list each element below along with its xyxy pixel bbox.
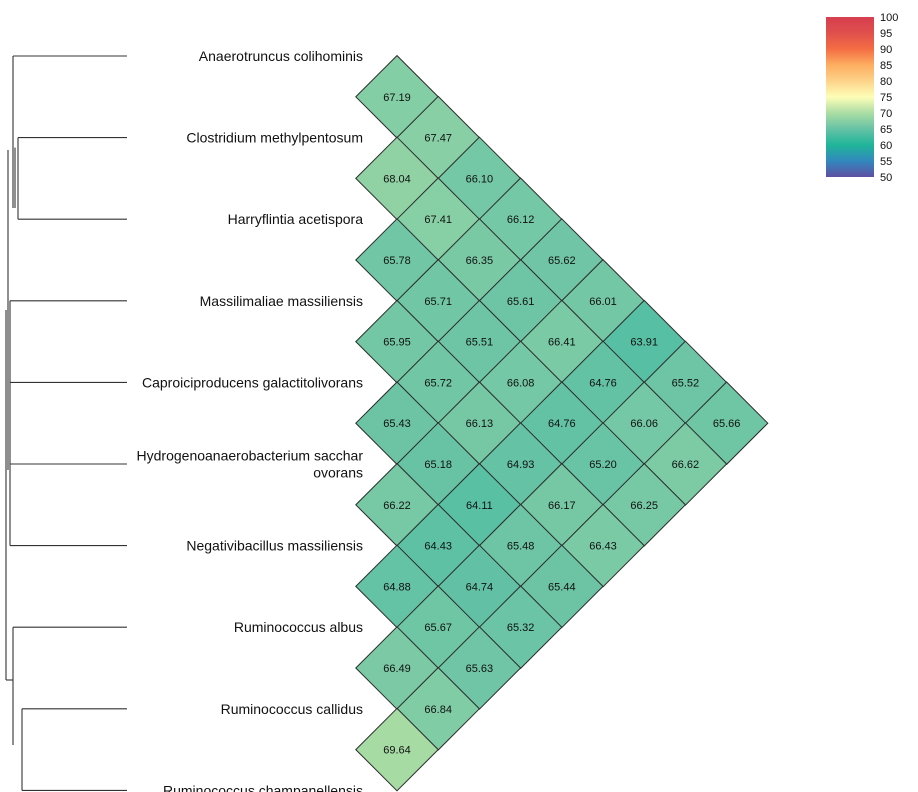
colorbar-tick-label: 50 bbox=[880, 172, 892, 184]
cell-value-label: 66.08 bbox=[507, 377, 535, 389]
cell-value-label: 67.19 bbox=[383, 92, 411, 104]
colorbar-tick-label: 85 bbox=[880, 60, 892, 72]
cell-value-label: 64.93 bbox=[507, 459, 535, 471]
cell-value-label: 65.63 bbox=[466, 663, 494, 675]
colorbar-tick-label: 65 bbox=[880, 124, 892, 136]
cell-value-label: 65.20 bbox=[589, 459, 617, 471]
cell-value-label: 66.01 bbox=[589, 296, 617, 308]
species-label: Anaerotruncus colihominis bbox=[199, 48, 363, 64]
cell-value-label: 66.12 bbox=[507, 214, 535, 226]
species-label: Clostridium methylpentosum bbox=[186, 130, 363, 146]
cell-value-label: 66.41 bbox=[548, 337, 576, 349]
species-label: Ruminococcus callidus bbox=[221, 701, 363, 717]
cell-value-label: 68.04 bbox=[383, 173, 411, 185]
colorbar-gradient bbox=[826, 17, 874, 177]
cell-value-label: 66.17 bbox=[548, 500, 576, 512]
cell-value-label: 66.25 bbox=[630, 500, 658, 512]
cell-value-label: 64.43 bbox=[424, 541, 452, 553]
cell-value-label: 65.72 bbox=[424, 377, 452, 389]
cell-value-label: 65.44 bbox=[548, 581, 576, 593]
cell-value-label: 66.10 bbox=[466, 173, 494, 185]
colorbar-tick-label: 55 bbox=[880, 156, 892, 168]
cell-value-label: 65.78 bbox=[383, 255, 411, 267]
cell-value-label: 63.91 bbox=[630, 337, 658, 349]
species-label: Massilimaliae massiliensis bbox=[200, 293, 363, 309]
cell-value-label: 66.84 bbox=[424, 704, 452, 716]
colorbar-tick-label: 100 bbox=[880, 12, 898, 24]
cell-value-label: 64.88 bbox=[383, 581, 411, 593]
cell-value-label: 64.76 bbox=[548, 418, 576, 430]
cell-value-label: 65.71 bbox=[424, 296, 452, 308]
cell-value-label: 66.22 bbox=[383, 500, 411, 512]
cell-value-label: 65.95 bbox=[383, 337, 411, 349]
cell-value-label: 65.52 bbox=[672, 377, 700, 389]
dendrogram bbox=[5, 55, 127, 791]
heatmap-cell: 69.64 bbox=[355, 707, 439, 792]
cell-value-label: 66.62 bbox=[672, 459, 700, 471]
cell-value-label: 64.76 bbox=[589, 377, 617, 389]
cell-value-label: 64.11 bbox=[466, 500, 493, 512]
cell-value-label: 65.62 bbox=[548, 255, 576, 267]
colorbar-tick-label: 60 bbox=[880, 140, 892, 152]
species-label: Harryflintia acetispora bbox=[228, 211, 364, 227]
species-label: Caproiciproducens galactitolivorans bbox=[142, 374, 363, 390]
cell-value-label: 67.47 bbox=[424, 133, 452, 145]
cell-value-label: 65.67 bbox=[424, 622, 452, 634]
species-labels: Anaerotruncus colihominis Clostridium met… bbox=[137, 48, 364, 792]
colorbar-tick-label: 70 bbox=[880, 108, 892, 120]
cell-value-label: 65.51 bbox=[466, 337, 494, 349]
species-label: Negativibacillus massiliensis bbox=[186, 538, 363, 554]
species-label: Hydrogenoanaerobacterium sacchar ovorans bbox=[137, 448, 364, 481]
cell-value-label: 66.49 bbox=[383, 663, 411, 675]
colorbar-tick-label: 75 bbox=[880, 92, 892, 104]
cell-value-label: 69.64 bbox=[383, 745, 411, 757]
cell-value-label: 65.66 bbox=[713, 418, 741, 430]
species-label: Ruminococcus champanellensis bbox=[163, 782, 363, 792]
cell-value-label: 67.41 bbox=[424, 214, 452, 226]
colorbar-tick-label: 95 bbox=[880, 28, 892, 40]
cell-value-label: 66.43 bbox=[589, 541, 617, 553]
cell-value-label: 65.18 bbox=[424, 459, 452, 471]
species-label: Ruminococcus albus bbox=[234, 619, 363, 635]
cell-value-label: 66.06 bbox=[630, 418, 658, 430]
colorbar-tick-label: 80 bbox=[880, 76, 892, 88]
colorbar-legend: 100 95 90 85 80 75 70 65 60 55 50 bbox=[826, 12, 898, 184]
cell-value-label: 65.43 bbox=[383, 418, 411, 430]
cell-value-label: 66.13 bbox=[466, 418, 494, 430]
cell-value-label: 66.35 bbox=[466, 255, 494, 267]
cell-value-label: 65.61 bbox=[507, 296, 535, 308]
cell-value-label: 64.74 bbox=[466, 581, 494, 593]
cell-value-label: 65.32 bbox=[507, 622, 535, 634]
colorbar-tick-label: 90 bbox=[880, 44, 892, 56]
cell-value-label: 65.48 bbox=[507, 541, 535, 553]
heatmap-cells: 67.19 67.47 68.04 66.10 67.41 65.78 66.12 66.35… bbox=[355, 54, 769, 792]
